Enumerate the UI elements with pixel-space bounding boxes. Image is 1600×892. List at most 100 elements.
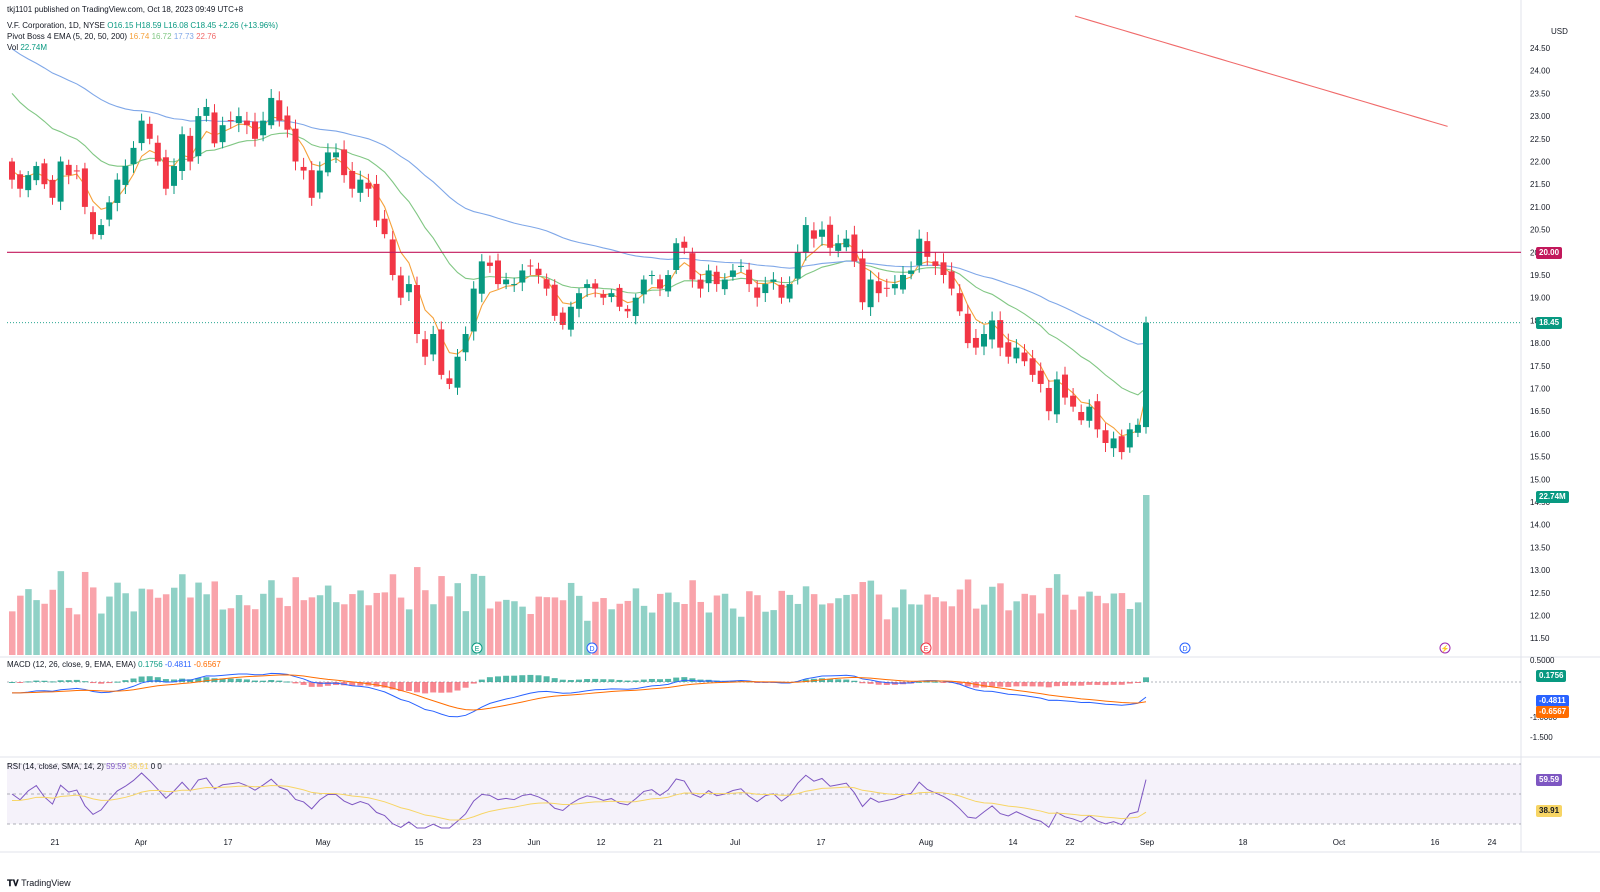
macd-histogram-bar <box>964 682 971 687</box>
macd-histogram-bar <box>478 679 485 682</box>
macd-histogram-bar <box>1045 682 1052 688</box>
candle-body <box>746 269 753 285</box>
volume-bar <box>17 595 24 655</box>
candle-body <box>414 285 420 335</box>
time-tick: 16 <box>1431 838 1440 847</box>
candle-body <box>65 164 72 176</box>
time-tick: Oct <box>1333 838 1346 847</box>
time-tick: 14 <box>1009 838 1018 847</box>
volume-bar <box>308 597 316 655</box>
event-markers[interactable]: E D E D ⚡ <box>471 642 1451 654</box>
price-tick: 16.00 <box>1530 430 1551 439</box>
candle-body <box>932 261 939 266</box>
volume-bar <box>891 607 899 655</box>
candle-body <box>316 170 323 193</box>
macd-histogram-bar <box>543 676 550 682</box>
candle-body <box>535 268 542 275</box>
macd-histogram-bar <box>551 678 558 682</box>
macd-histogram-bar <box>357 682 364 686</box>
macd-histogram-bar <box>592 678 599 682</box>
volume-bar <box>940 601 947 655</box>
volume-bar <box>98 613 105 655</box>
macd-histogram-bar <box>1118 682 1125 685</box>
candle-body <box>308 170 315 198</box>
event-marker-label: D <box>589 646 594 653</box>
volume-bar <box>478 575 486 655</box>
price-tick: 20.50 <box>1530 226 1551 235</box>
volume-bar <box>1086 591 1093 655</box>
macd-histogram-bar <box>827 678 834 682</box>
time-tick: Jun <box>528 838 541 847</box>
candle-body <box>600 294 607 298</box>
candle-body <box>997 320 1004 348</box>
vol-value: 22.74M <box>20 43 48 52</box>
volume-bar <box>1070 609 1077 655</box>
volume-bar <box>422 590 429 655</box>
volume-bar <box>57 571 65 655</box>
macd-histogram-bar <box>373 682 380 687</box>
macd-histogram-bar <box>1070 682 1077 686</box>
candle-body <box>819 229 825 237</box>
candle-body <box>219 125 226 143</box>
volume-bar <box>470 573 478 655</box>
time-tick: May <box>315 838 330 847</box>
volume-bar <box>268 580 275 655</box>
volume-bar <box>1118 593 1126 655</box>
price-tick: 21.00 <box>1530 203 1551 212</box>
candle-body <box>576 293 582 309</box>
macd-histogram-bar <box>308 682 315 687</box>
candle-body <box>187 135 194 162</box>
candle-body <box>584 284 591 288</box>
last-price-tag: 18.45 <box>1536 317 1563 329</box>
rsi-lower-value: 0 <box>157 762 162 771</box>
macd-histogram-bar <box>1110 682 1117 685</box>
macd-histogram-bar <box>260 680 267 682</box>
tradingview-footer[interactable]: 𝐓𝐕 TradingView <box>7 878 71 889</box>
volume-bar <box>316 595 324 655</box>
macd-histogram-bar <box>324 682 331 686</box>
candle-body <box>624 308 631 312</box>
price-tick: 17.00 <box>1530 385 1551 394</box>
candle-body <box>794 252 801 279</box>
candle-body <box>762 284 769 294</box>
volume-bar <box>1062 594 1069 655</box>
macd-histogram-bar <box>171 679 177 682</box>
macd-histogram-bar <box>438 682 445 693</box>
volume-bar <box>1045 587 1053 655</box>
volume-bar <box>948 606 956 655</box>
macd-signal-tag: -0.6567 <box>1536 706 1570 718</box>
macd-histogram-bar <box>981 682 987 688</box>
candle-body <box>146 123 153 139</box>
volume-bar <box>405 609 413 655</box>
candle-body <box>470 288 477 332</box>
macd-histogram-bar <box>65 680 72 682</box>
candle-body <box>632 297 639 317</box>
footer-brand: TradingView <box>21 878 71 888</box>
candle-body <box>81 168 88 207</box>
volume-bar <box>1013 601 1020 655</box>
candle-body <box>90 212 96 235</box>
price-tick: 23.00 <box>1530 112 1551 121</box>
volume-bar <box>324 585 332 655</box>
candle-body <box>665 275 672 292</box>
candle-body <box>276 100 283 121</box>
candle-body <box>25 175 32 191</box>
macd-histogram-bar <box>1134 682 1141 683</box>
macd-histogram-bar <box>73 679 80 682</box>
time-tick: 22 <box>1066 838 1075 847</box>
macd-histogram-bar <box>486 677 493 682</box>
candle-body <box>179 134 186 171</box>
macd-histogram-bar <box>519 675 526 682</box>
volume-bar <box>964 579 972 655</box>
volume-bar <box>1078 596 1085 655</box>
candle-body <box>891 284 898 289</box>
macd-histogram-bar <box>219 678 226 682</box>
volume-bar <box>1021 593 1028 655</box>
volume-bar <box>1102 603 1109 655</box>
candle-body <box>373 183 380 221</box>
macd-histogram-bar <box>162 679 169 682</box>
volume-bar <box>640 605 648 655</box>
candle-body <box>843 238 850 248</box>
candle-body <box>964 313 971 344</box>
